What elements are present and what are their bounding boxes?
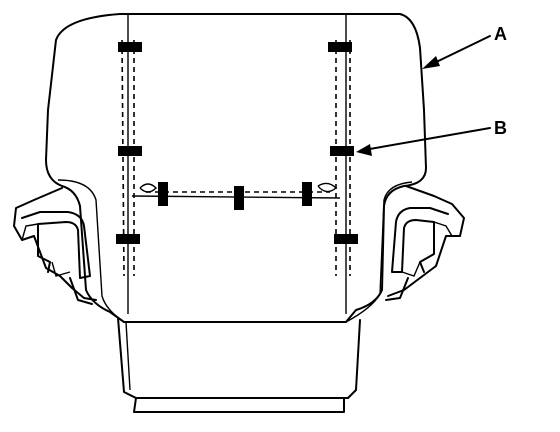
arrow-head-icon [422, 56, 440, 69]
clip-right-middle [330, 146, 354, 156]
clip-right-bottom [334, 234, 358, 244]
stitch-lines [121, 39, 351, 277]
left-side-hinge [13, 187, 97, 305]
clip-right-top [328, 42, 352, 52]
arrow-head-icon [356, 144, 372, 156]
seat-cover-outline [45, 13, 427, 323]
retaining-clips [116, 42, 358, 244]
clip-cross-right [302, 182, 312, 206]
right-side-hinge [385, 185, 465, 301]
clip-left-middle [118, 146, 142, 156]
clip-left-bottom [116, 234, 140, 244]
clip-cross-left [158, 182, 168, 206]
callout-label-a: A [494, 24, 507, 44]
callout-b: B [356, 118, 507, 156]
callout-a: A [422, 24, 507, 69]
callout-label-b: B [494, 118, 507, 138]
seat-base [117, 317, 361, 413]
clip-left-top [118, 42, 142, 52]
clip-cross-center [234, 186, 244, 210]
